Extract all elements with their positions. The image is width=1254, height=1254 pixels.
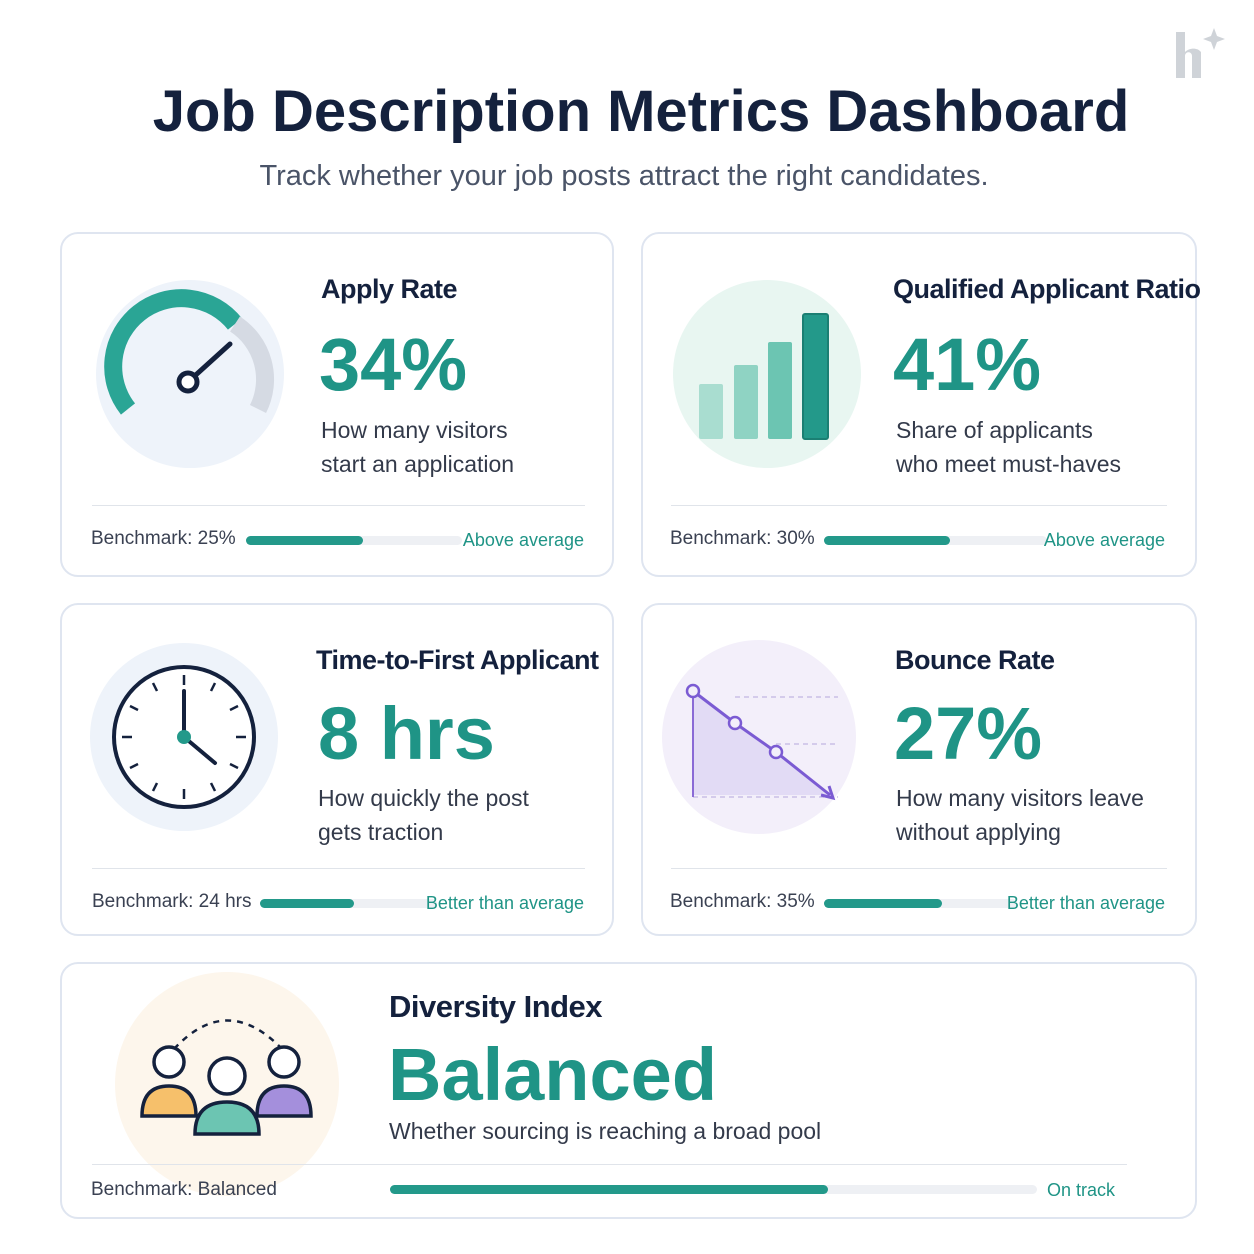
progress-track [824,536,1047,545]
progress-fill [260,899,354,908]
people-icon [115,972,339,1196]
metric-card: Time-to-First Applicant 8 hrs How quickl… [60,603,614,936]
card-value: 27% [894,692,1043,775]
description-line: Share of applicants [896,417,1093,443]
progress-track [260,899,437,908]
card-description: How quickly the post gets traction [318,781,529,849]
card-description: How many visitors leave without applying [896,781,1144,849]
card-description: Whether sourcing is reaching a broad poo… [389,1114,821,1148]
card-value: Balanced [388,1033,718,1116]
description-line: Whether sourcing is reaching a broad poo… [389,1118,822,1144]
benchmark: Benchmark: Balanced [91,1179,277,1200]
description-line: gets traction [318,819,444,845]
logo [1176,28,1225,78]
progress-track [824,899,1017,908]
divider [671,505,1167,506]
page-title: Job Description Metrics Dashboard [152,79,1130,144]
card-value: 34% [319,323,468,406]
metric-card: Apply Rate 34% How many visitors start an… [60,232,614,577]
card-title: Qualified Applicant Ratio [893,274,1201,304]
benchmark: Benchmark: 24 hrs [92,891,252,912]
card-title: Bounce Rate [895,645,1055,675]
description-line: who meet must-haves [896,451,1121,477]
status: On track [1046,1180,1115,1200]
divider [671,868,1167,869]
benchmark: Benchmark: 35% [670,891,815,912]
benchmark: Benchmark: 25% [91,528,236,549]
bars-icon [673,280,861,468]
divider [92,1164,1127,1165]
description-line: How quickly the post [318,785,529,811]
description-line: without applying [896,819,1061,845]
card-title: Diversity Index [389,989,603,1024]
metric-card: Qualified Applicant Ratio 41% Share of a… [641,232,1201,577]
status: Better than average [425,893,584,913]
status: Better than average [1006,893,1165,913]
description-line: How many visitors leave [896,785,1144,811]
status: Above average [1043,530,1165,550]
card-title: Time-to-First Applicant [316,645,599,675]
card-value: 41% [893,323,1042,406]
description-line: How many visitors [321,417,508,443]
divider [92,505,585,506]
card-title: Apply Rate [321,274,458,304]
decline-icon [662,640,856,834]
progress-track [246,536,462,545]
progress-fill [390,1185,828,1194]
card-description: How many visitors start an application [321,413,514,481]
benchmark: Benchmark: 30% [670,528,815,549]
description-line: start an application [321,451,515,477]
card-value: 8 hrs [318,692,495,775]
gauge-icon [96,280,284,468]
progress-track [390,1185,1037,1194]
progress-fill [824,899,942,908]
metric-card: Bounce Rate 27% How many visitors leave w… [641,603,1197,936]
metric-card: Diversity Index Balanced Whether sourcin… [60,962,1197,1219]
progress-fill [824,536,950,545]
card-description: Share of applicants who meet must-haves [896,413,1121,481]
clock-icon [90,643,278,831]
progress-fill [246,536,363,545]
divider [92,868,585,869]
status: Above average [462,530,584,550]
page-subtitle: Track whether your job posts attract the… [259,160,989,192]
